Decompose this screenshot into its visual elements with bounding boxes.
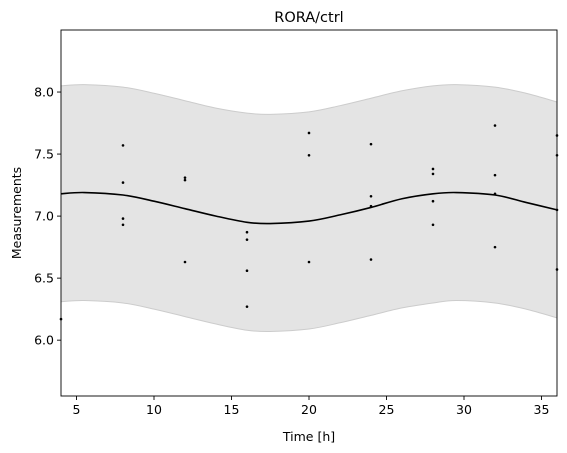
data-point (493, 245, 497, 249)
data-point (245, 305, 249, 308)
y-tick-label: 7.0 (34, 209, 54, 224)
data-point (431, 199, 435, 203)
data-point (493, 192, 497, 196)
x-axis-label: Time [h] (282, 429, 335, 444)
chart-title: RORA/ctrl (274, 10, 343, 26)
data-point (307, 131, 311, 135)
fit-line-layer (60, 191, 558, 225)
data-point (183, 178, 187, 182)
data-point (121, 144, 125, 147)
data-point (369, 142, 373, 146)
data-point (245, 269, 249, 272)
scatter-points-layer (59, 124, 559, 321)
y-tick-label: 8.0 (34, 85, 54, 100)
data-point (245, 238, 249, 241)
data-point (369, 258, 373, 261)
data-point (369, 194, 373, 198)
fit-line (60, 191, 558, 225)
data-point (431, 167, 435, 171)
data-point (493, 124, 497, 127)
data-point (183, 260, 187, 264)
y-tick-label: 6.5 (34, 271, 54, 286)
x-tick-label: 30 (456, 402, 472, 417)
data-point (307, 154, 311, 157)
x-tick-label: 10 (146, 402, 162, 417)
x-tick-label: 5 (73, 402, 81, 417)
confidence-band (61, 84, 557, 332)
confidence-band-upper-edge (60, 84, 558, 115)
x-tick-label: 15 (224, 402, 240, 417)
x-tick-label: 25 (379, 402, 395, 417)
confidence-band-layer (60, 84, 558, 333)
data-point (183, 176, 187, 179)
x-tick-label: 35 (534, 402, 550, 417)
data-point (307, 260, 311, 264)
data-point (431, 223, 435, 227)
data-point (245, 230, 249, 234)
data-point (431, 172, 435, 176)
data-point (121, 223, 125, 227)
data-point (121, 181, 125, 184)
x-tick-label: 20 (301, 402, 317, 417)
axes-layer: 5 10 15 20 25 30 35 6.0 6.5 7.0 7.5 8.0 (34, 29, 558, 417)
y-tick-label: 7.5 (34, 147, 54, 162)
data-point (493, 173, 497, 177)
y-tick-label: 6.0 (34, 333, 54, 348)
y-axis-label: Measurements (9, 167, 24, 259)
confidence-band-lower-edge (60, 299, 558, 333)
data-point (121, 217, 125, 220)
data-point (369, 204, 373, 208)
